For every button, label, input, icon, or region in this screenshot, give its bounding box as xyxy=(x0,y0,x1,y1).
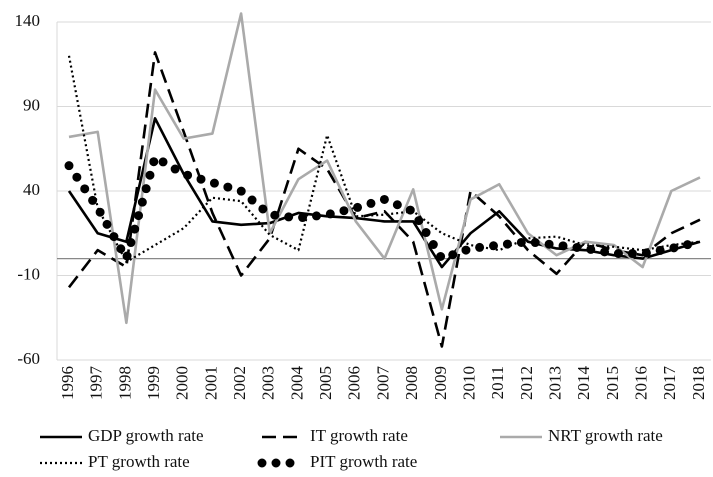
y-tick-label: 40 xyxy=(23,180,40,199)
legend-label: PT growth rate xyxy=(88,452,190,471)
legend-label: NRT growth rate xyxy=(548,426,663,445)
x-tick-label: 2016 xyxy=(632,366,651,400)
x-tick-label: 2017 xyxy=(660,366,679,401)
legend-label: GDP growth rate xyxy=(88,426,204,445)
y-tick-label: -10 xyxy=(17,264,40,283)
x-tick-label: 2002 xyxy=(230,366,249,400)
x-tick-label: 2004 xyxy=(287,366,306,401)
legend-label: IT growth rate xyxy=(310,426,408,445)
x-tick-label: 2014 xyxy=(574,366,593,401)
x-tick-label: 1996 xyxy=(58,366,77,400)
x-tick-label: 2011 xyxy=(488,366,507,399)
series-line xyxy=(67,117,701,269)
x-tick-label: 2009 xyxy=(431,366,450,400)
x-tick-label: 2001 xyxy=(201,366,220,400)
x-tick-label: 2000 xyxy=(173,366,192,400)
x-tick-label: 1999 xyxy=(144,366,163,400)
y-tick-label: -60 xyxy=(17,349,40,368)
x-tick-label: 2012 xyxy=(517,366,536,400)
x-tick-label: 2013 xyxy=(545,366,564,400)
x-tick-label: 2015 xyxy=(603,366,622,400)
x-tick-label: 2007 xyxy=(373,366,392,401)
series-line xyxy=(67,55,701,264)
x-tick-label: 1998 xyxy=(115,366,134,400)
y-tick-label: 90 xyxy=(23,95,40,114)
x-tick-label: 1997 xyxy=(87,366,106,401)
x-tick-label: 2008 xyxy=(402,366,421,400)
series-line xyxy=(64,152,705,264)
x-tick-label: 2005 xyxy=(316,366,335,400)
y-tick-label: 140 xyxy=(15,11,41,30)
x-tick-label: 2018 xyxy=(689,366,708,400)
series-line xyxy=(67,51,701,348)
x-tick-label: 2006 xyxy=(345,366,364,400)
series-line xyxy=(68,12,701,325)
legend-label: PIT growth rate xyxy=(310,452,417,471)
x-tick-label: 2003 xyxy=(259,366,278,400)
x-tick-label: 2010 xyxy=(459,366,478,400)
